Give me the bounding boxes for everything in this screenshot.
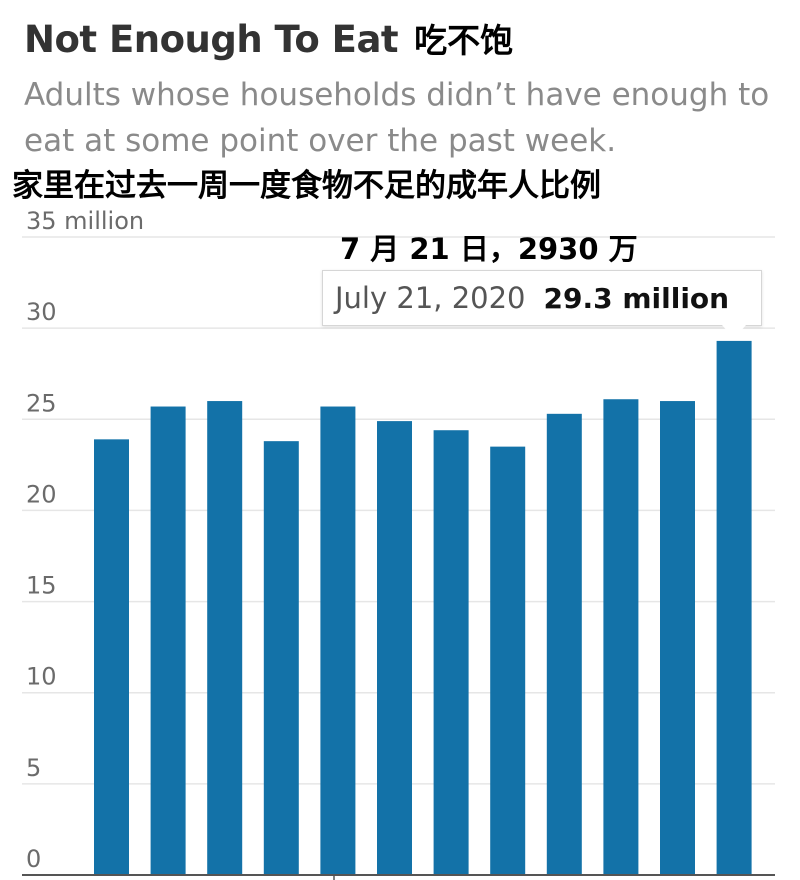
y-tick-label-30: 30 [26,298,57,326]
y-tick-label-0: 0 [26,845,41,873]
bar-2[interactable] [150,406,186,875]
y-tick-label-25: 25 [26,389,57,417]
bar-10[interactable] [603,399,639,875]
chart-title-cn: 吃不饱 [414,21,514,60]
tooltip: July 21, 2020 29.3 million [322,270,762,326]
bar-12[interactable] [716,340,752,876]
chart-title: Not Enough To Eat [24,18,399,61]
bar-8[interactable] [490,446,526,875]
y-tick-label-5: 5 [26,754,41,782]
bar-5[interactable] [320,406,356,875]
bar-3[interactable] [207,401,243,875]
title-row: Not Enough To Eat 吃不饱 [24,14,513,62]
y-tick-label-15: 15 [26,572,57,600]
tooltip-date: July 21, 2020 [335,281,526,315]
y-tick-label-35: 35 million [26,207,144,235]
bar-11[interactable] [660,401,695,875]
y-tick-label-10: 10 [26,663,57,691]
annotation-cn: 7 月 21 日，2930 万 [340,232,638,266]
y-tick-label-20: 20 [26,480,57,508]
bar-4[interactable] [263,441,299,875]
bar-7[interactable] [433,430,469,875]
bar-6[interactable] [377,421,412,875]
bar-1[interactable] [94,439,129,875]
chart-subtitle: Adults whose households didn’t have enou… [24,77,770,159]
chart-subtitle-cn: 家里在过去一周一度食物不足的成年人比例 [12,168,601,204]
tooltip-arrow [722,325,746,339]
tooltip-value: 29.3 million [543,281,730,315]
bar-9[interactable] [546,413,582,875]
